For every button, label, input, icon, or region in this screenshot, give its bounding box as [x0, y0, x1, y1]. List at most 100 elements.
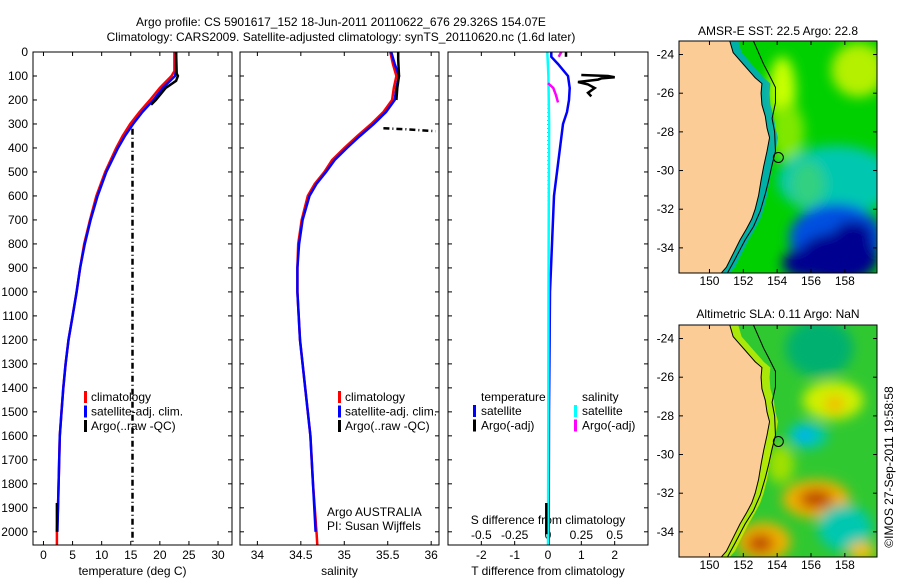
legend-label: Argo(..raw -QC) — [345, 419, 430, 433]
y-tick-label: 1600 — [1, 429, 28, 443]
map-sla-map: Altimetric SLA: 0.11 Argo: NaN 150 152 154 1… — [657, 307, 878, 572]
lat-tick-label: -34 — [657, 241, 675, 255]
field-patch — [785, 325, 854, 378]
x-tick-label: 2 — [611, 548, 618, 562]
x-axis-label: temperature (deg C) — [78, 564, 186, 578]
y-tick-label: 700 — [8, 213, 28, 227]
lat-tick-label: -32 — [657, 486, 675, 500]
lon-tick-label: 158 — [835, 274, 855, 288]
y-tick-label: 1400 — [1, 381, 28, 395]
lat-tick-label: -28 — [657, 125, 675, 139]
field-patch — [746, 533, 774, 554]
x-tick-label: 20 — [153, 548, 167, 562]
s-tick-label: -0.25 — [501, 528, 529, 542]
x-tick-label: 5 — [69, 548, 76, 562]
x-tick-label: 35.5 — [376, 548, 400, 562]
legend-swatch — [574, 419, 577, 432]
s-tick-label: 0.5 — [606, 528, 623, 542]
series-s-satellite — [546, 51, 551, 546]
panel-salinity: 34 34.5 35 35.5 36 salinity climatologysatelli… — [239, 51, 440, 578]
x-tick-label: 30 — [211, 548, 225, 562]
figure-title-line2: Climatology: CARS2009. Satellite-adjuste… — [107, 30, 576, 44]
legend-label: Argo(-adj) — [481, 419, 534, 433]
series-argo-raw-qc- — [395, 52, 401, 101]
y-tick-label: 1200 — [1, 333, 28, 347]
shelf-contour — [726, 325, 776, 557]
x-tick-label: 0 — [545, 548, 552, 562]
field-patch — [831, 42, 877, 98]
lon-tick-label: 156 — [801, 274, 821, 288]
lon-tick-label: 156 — [801, 558, 821, 572]
lon-tick-label: 152 — [733, 558, 753, 572]
field-patch — [790, 160, 825, 208]
legend-label: Argo(-adj) — [582, 419, 635, 433]
lon-tick-label: 150 — [699, 558, 719, 572]
y-tick-label: 0 — [21, 45, 28, 59]
lon-tick-label: 152 — [733, 274, 753, 288]
series-argo-raw-qc- — [150, 51, 180, 106]
panel-difference: -2 -1 0 1 2 T difference from climatology -0.5… — [447, 51, 649, 578]
lat-tick-label: -28 — [657, 409, 675, 423]
y-tick-label: 1800 — [1, 477, 28, 491]
legend-swatch — [338, 405, 341, 418]
legend-label: satellite — [481, 404, 522, 418]
y-tick-label: 400 — [8, 141, 28, 155]
lat-tick-label: -34 — [657, 525, 675, 539]
legend-swatch — [84, 405, 87, 418]
y-tick-label: 1700 — [1, 453, 28, 467]
y-tick-label: 1900 — [1, 501, 28, 515]
field-patch — [770, 102, 805, 161]
argo-credit: Argo AUSTRALIA — [327, 505, 422, 519]
argo-credit: PI: Susan Wijffels — [327, 519, 421, 533]
lat-tick-label: -30 — [657, 164, 675, 178]
map-title: AMSR-E SST: 22.5 Argo: 22.8 — [698, 24, 858, 38]
x-tick-label: 34 — [251, 548, 265, 562]
y-tick-label: 1300 — [1, 357, 28, 371]
s-tick-label: 0.25 — [570, 528, 594, 542]
legend-label: Argo(..raw -QC) — [91, 419, 176, 433]
y-tick-label: 2000 — [1, 525, 28, 539]
figure-title-line1: Argo profile: CS 5901617_152 18-Jun-2011… — [136, 15, 546, 29]
lon-tick-label: 154 — [767, 558, 787, 572]
field-patches — [768, 42, 877, 273]
lon-tick-label: 158 — [835, 558, 855, 572]
x-tick-label: -2 — [476, 548, 487, 562]
x-tick-label: 15 — [124, 548, 138, 562]
legend-label: climatology — [91, 390, 151, 404]
series-satellite-adj-clim- — [56, 52, 178, 532]
x-tick-label: 0 — [40, 548, 47, 562]
field-patch — [848, 541, 876, 557]
legend-swatch — [473, 405, 476, 417]
map-title: Altimetric SLA: 0.11 Argo: NaN — [696, 307, 859, 321]
lat-tick-label: -24 — [657, 48, 675, 62]
imos-timestamp: ©IMOS 27-Sep-2011 19:58:58 — [882, 386, 896, 548]
x-tick-label: 1 — [578, 548, 585, 562]
x-tick-label: -1 — [509, 548, 520, 562]
map-field — [679, 41, 877, 273]
land-australia — [679, 325, 771, 557]
series-t-argo-adj-2 — [577, 73, 615, 98]
shelf-contour — [726, 41, 776, 273]
s-tick-label: -0.5 — [471, 528, 492, 542]
legend-label: satellite-adj. clim. — [345, 405, 437, 419]
legend-header: temperature — [481, 390, 546, 404]
series-argo-bad-qc- — [383, 127, 436, 133]
series-satellite-adj-clim- — [296, 51, 401, 532]
x-axis-label: T difference from climatology — [471, 564, 625, 578]
legend-swatch — [84, 391, 87, 403]
map-sst-map: AMSR-E SST: 22.5 Argo: 22.8 150 152 154 156 1… — [657, 24, 878, 288]
coastal-band — [721, 325, 778, 557]
coastal-band — [721, 41, 778, 273]
field-patch — [767, 444, 795, 484]
lat-tick-label: -26 — [657, 86, 675, 100]
y-tick-label: 900 — [8, 261, 28, 275]
axes-frame — [32, 51, 233, 546]
y-tick-label: 500 — [8, 165, 28, 179]
legend-label: satellite-adj. clim. — [91, 405, 183, 419]
field-patch — [833, 220, 874, 252]
legend-swatch — [338, 420, 341, 432]
argo-float-marker — [772, 436, 784, 448]
legend-swatch — [84, 420, 87, 432]
lat-tick-label: -26 — [657, 370, 675, 384]
